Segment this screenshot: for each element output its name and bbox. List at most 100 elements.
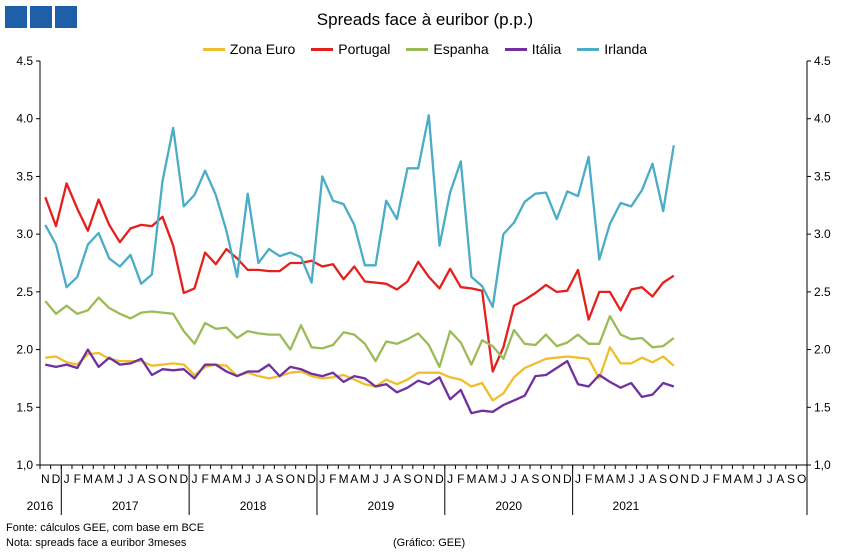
- y-tick-label-left: 3.5: [16, 169, 33, 183]
- x-month-label: S: [531, 472, 539, 486]
- x-year-label: 2019: [368, 499, 395, 513]
- series-line: [44, 296, 675, 369]
- series-line: [44, 182, 675, 373]
- legend-item: Espanha: [406, 41, 489, 57]
- x-month-label: M: [211, 472, 221, 486]
- x-month-label: O: [797, 472, 806, 486]
- x-month-label: F: [457, 472, 464, 486]
- x-month-label: J: [447, 472, 453, 486]
- x-month-label: M: [616, 472, 626, 486]
- legend-label: Portugal: [338, 41, 391, 57]
- y-tick-label-right: 3.5: [814, 169, 831, 183]
- x-month-label: F: [329, 472, 336, 486]
- x-month-label: J: [511, 472, 517, 486]
- x-month-label: J: [128, 472, 134, 486]
- x-month-label: A: [265, 472, 273, 486]
- x-month-label: N: [552, 472, 561, 486]
- x-month-label: M: [722, 472, 732, 486]
- x-month-label: A: [776, 472, 784, 486]
- chart-credit: (Gráfico: GEE): [393, 537, 466, 549]
- x-month-label: A: [478, 472, 486, 486]
- y-tick-label-left: 4.0: [16, 112, 33, 126]
- y-tick-label-left: 1.5: [16, 400, 33, 414]
- legend-label: Espanha: [433, 41, 489, 57]
- x-year-label: 2017: [112, 499, 139, 513]
- legend-swatch: [311, 47, 334, 51]
- x-month-label: N: [680, 472, 689, 486]
- x-month-label: J: [500, 472, 506, 486]
- x-month-label: M: [594, 472, 604, 486]
- x-month-label: N: [169, 472, 178, 486]
- legend-swatch: [406, 47, 429, 51]
- x-month-label: A: [95, 472, 103, 486]
- x-month-label: O: [669, 472, 678, 486]
- source-footnote: Fonte: cálculos GEE, com base em BCE: [6, 522, 205, 534]
- x-month-label: J: [575, 472, 581, 486]
- x-month-label: J: [703, 472, 709, 486]
- x-year-label: 2018: [240, 499, 267, 513]
- x-year-label: 2021: [613, 499, 640, 513]
- x-month-label: D: [52, 472, 61, 486]
- note-footnote: Nota: spreads face a euribor 3meses: [6, 537, 187, 549]
- x-month-label: F: [713, 472, 720, 486]
- x-month-label: D: [691, 472, 700, 486]
- x-month-label: J: [255, 472, 261, 486]
- y-tick-label-right: 3.0: [814, 227, 831, 241]
- x-year-label: 2020: [495, 499, 522, 513]
- y-tick-label-right: 4.5: [814, 54, 831, 68]
- x-month-label: J: [191, 472, 197, 486]
- x-month-label: M: [488, 472, 498, 486]
- x-month-label: J: [117, 472, 123, 486]
- x-month-label: M: [339, 472, 349, 486]
- y-tick-label-right: 2.0: [814, 343, 831, 357]
- x-year-label: 2016: [27, 499, 54, 513]
- x-month-label: D: [307, 472, 316, 486]
- x-month-label: J: [756, 472, 762, 486]
- x-month-label: F: [74, 472, 81, 486]
- x-month-label: A: [649, 472, 657, 486]
- legend-label: Irlanda: [604, 41, 648, 57]
- x-month-label: S: [659, 472, 667, 486]
- legend-swatch: [202, 47, 225, 51]
- x-month-label: J: [383, 472, 389, 486]
- x-month-label: M: [743, 472, 753, 486]
- logo-square: [30, 6, 52, 28]
- x-month-label: A: [350, 472, 358, 486]
- x-month-label: O: [541, 472, 550, 486]
- logo-square: [5, 6, 27, 28]
- x-month-label: S: [404, 472, 412, 486]
- x-month-label: D: [435, 472, 444, 486]
- series-line: [45, 346, 675, 402]
- x-month-label: A: [393, 472, 401, 486]
- legend-item: Irlanda: [577, 41, 647, 57]
- y-tick-label-right: 1,0: [814, 458, 831, 472]
- x-month-label: D: [563, 472, 572, 486]
- x-month-label: J: [64, 472, 70, 486]
- y-tick-label-left: 2.0: [16, 343, 33, 357]
- x-month-label: J: [373, 472, 379, 486]
- x-month-label: M: [83, 472, 93, 486]
- legend-item: Zona Euro: [202, 41, 296, 57]
- logo-square: [55, 6, 77, 28]
- x-month-label: O: [414, 472, 423, 486]
- x-month-label: D: [179, 472, 188, 486]
- x-month-label: O: [158, 472, 167, 486]
- legend-item: Itália: [504, 41, 562, 57]
- y-tick-label-left: 4.5: [16, 54, 33, 68]
- x-month-label: A: [521, 472, 529, 486]
- x-month-label: J: [319, 472, 325, 486]
- y-tick-label-right: 2.5: [814, 285, 831, 299]
- x-month-label: A: [222, 472, 230, 486]
- series-line: [44, 114, 675, 309]
- legend-label: Zona Euro: [229, 41, 296, 57]
- x-month-label: N: [424, 472, 433, 486]
- x-month-label: S: [148, 472, 156, 486]
- x-month-label: O: [286, 472, 295, 486]
- x-month-label: S: [787, 472, 795, 486]
- x-month-label: J: [767, 472, 773, 486]
- x-month-label: M: [232, 472, 242, 486]
- logo: [5, 6, 77, 28]
- legend-swatch: [577, 47, 600, 51]
- legend-label: Itália: [531, 41, 562, 57]
- x-month-label: A: [606, 472, 614, 486]
